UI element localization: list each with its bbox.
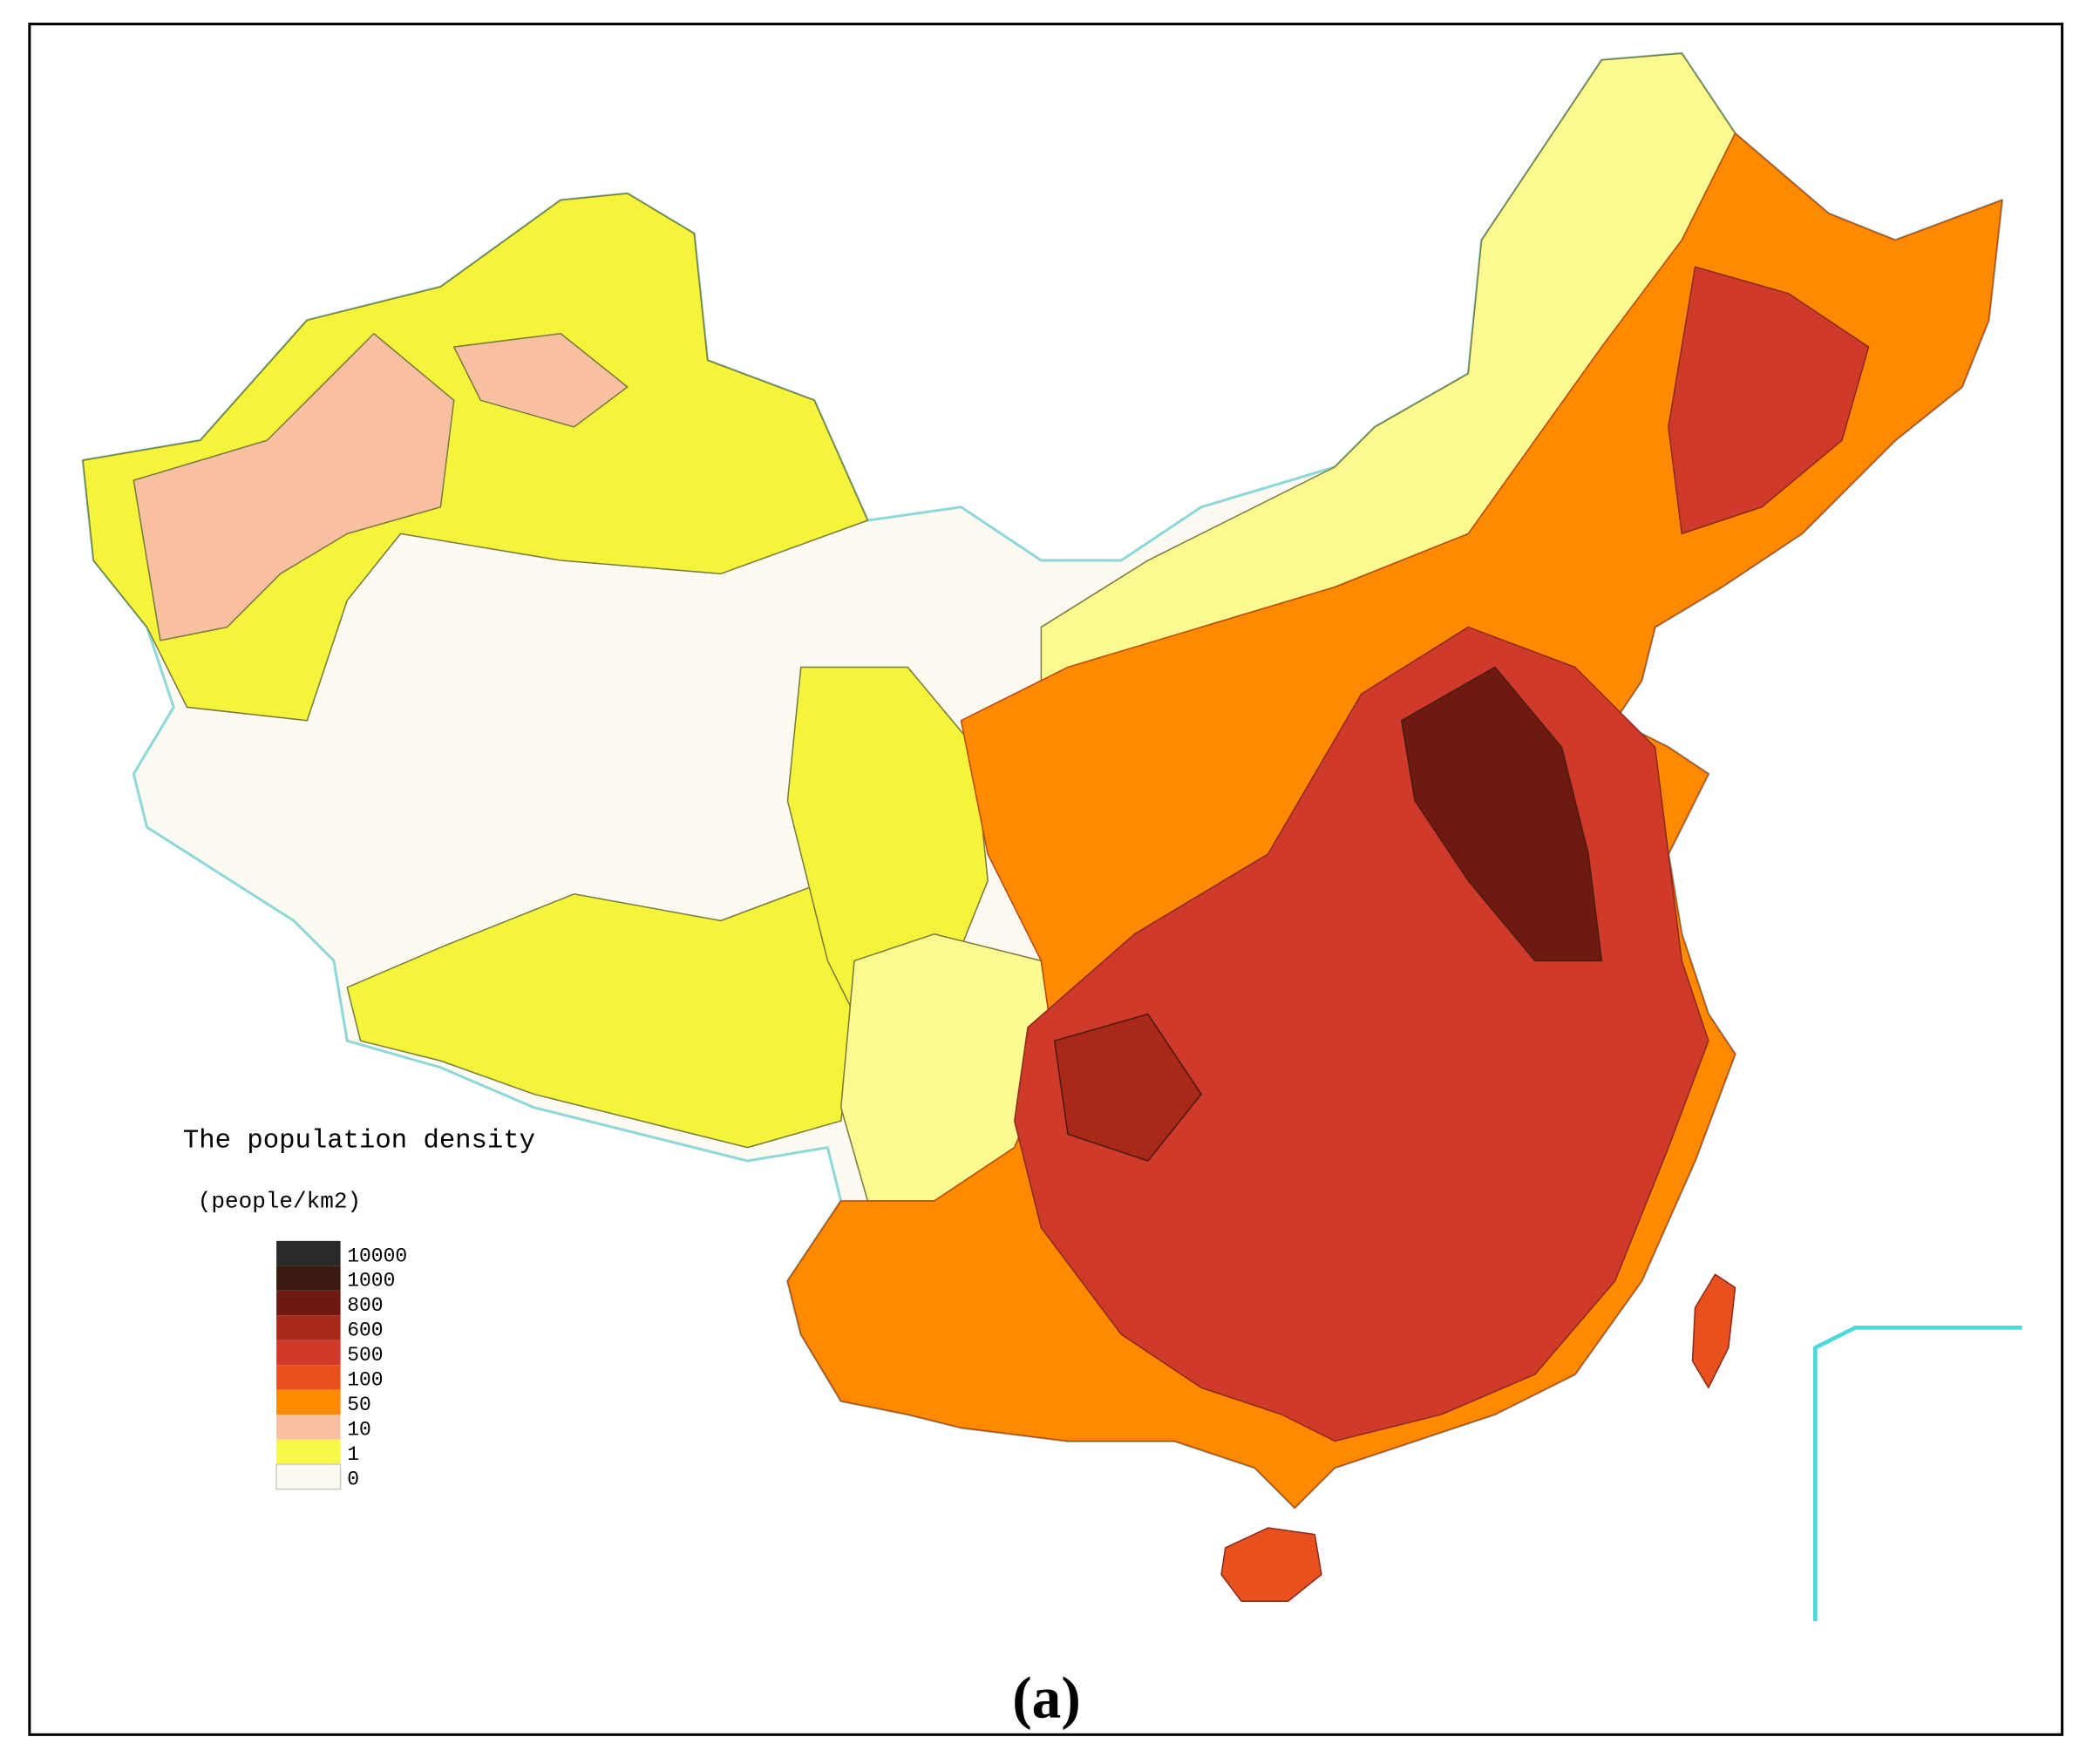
legend-swatch [276, 1439, 341, 1465]
region [133, 332, 455, 641]
legend-label: 10000 [347, 1245, 407, 1267]
region [1400, 666, 1603, 962]
inset-frame [1813, 1326, 2022, 1622]
region [82, 193, 869, 722]
legend-label: 800 [347, 1294, 383, 1317]
legend-title: The population density [183, 1127, 535, 1157]
legend-label: 1000 [347, 1270, 395, 1292]
legend-swatch [276, 1389, 341, 1415]
island [1220, 1527, 1322, 1602]
map [81, 51, 2022, 1622]
legend-swatch [276, 1315, 341, 1340]
legend-label: 500 [347, 1344, 383, 1367]
legend-swatch [276, 1340, 341, 1366]
legend-swatch [276, 1365, 341, 1390]
region [1668, 266, 1870, 535]
legend-label: 0 [347, 1469, 359, 1491]
legend-swatch [276, 1290, 341, 1316]
legend-swatch [276, 1265, 341, 1291]
region [346, 879, 855, 1149]
legend-label: 100 [347, 1369, 383, 1392]
caption: (a) [1012, 1665, 1081, 1730]
legend-swatch [276, 1240, 341, 1266]
legend-label: 50 [347, 1394, 371, 1416]
legend-unit: (people/km2) [198, 1189, 361, 1215]
legend-label: 10 [347, 1419, 371, 1442]
island [1691, 1273, 1736, 1389]
legend: The population density (people/km2) 1000… [183, 1127, 535, 1491]
legend-swatch [275, 1463, 342, 1490]
legend-swatch [276, 1415, 341, 1440]
legend-label: 1 [347, 1443, 359, 1466]
region [452, 332, 629, 428]
legend-label: 600 [347, 1320, 383, 1342]
region [1053, 1013, 1202, 1162]
